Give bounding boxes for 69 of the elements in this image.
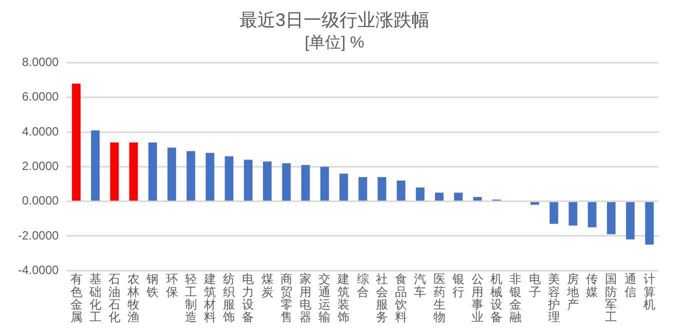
x-tick-label: 国防军工 (605, 272, 618, 324)
bar (378, 177, 386, 201)
bar (320, 166, 329, 201)
chart-subtitle: [单位] % (304, 34, 364, 52)
x-tick-label: 基础化工 (88, 272, 102, 324)
bar (167, 148, 176, 201)
x-tick-label: 轻工制造 (184, 272, 197, 324)
x-tick-label: 纺织服饰 (222, 272, 236, 324)
x-tick-label: 商贸零售 (280, 272, 292, 324)
x-tick-label: 交通运输 (318, 272, 331, 324)
x-tick-label: 综合 (356, 272, 369, 299)
x-tick-label: 公用事业 (471, 272, 484, 324)
x-tick-label: 食品饮料 (394, 272, 408, 324)
bar (473, 197, 482, 201)
y-tick-label: 8.0000 (22, 55, 60, 70)
bar (416, 187, 424, 201)
bar (339, 174, 348, 201)
bar (530, 202, 540, 205)
y-tick-label: 0.0000 (22, 194, 60, 208)
x-tick-label: 汽车 (414, 272, 426, 299)
bar (206, 152, 214, 201)
x-tick-label: 建筑材料 (203, 272, 216, 324)
x-tick-label: 房地产 (566, 272, 580, 312)
x-tick-label: 银行 (451, 272, 464, 299)
x-tick-label: 钢铁 (146, 272, 159, 299)
x-tick-label: 农林牧渔 (126, 272, 140, 324)
bar (186, 151, 196, 201)
bar (263, 162, 272, 201)
bar (72, 84, 81, 201)
bar (91, 130, 100, 201)
bar (588, 202, 596, 228)
bar (301, 164, 310, 201)
y-tick-label: 4.0000 (22, 124, 60, 138)
x-tick-label: 电子 (528, 272, 541, 299)
y-tick-label: -4.0000 (18, 262, 60, 277)
x-tick-label: 传媒 (586, 272, 598, 299)
y-tick-label: -2.0000 (18, 228, 60, 242)
bar (148, 142, 157, 201)
bar (282, 163, 291, 201)
bar (358, 177, 368, 201)
bar (110, 142, 119, 201)
bar (129, 142, 138, 201)
x-tick-label: 计算机 (643, 272, 656, 312)
x-tick-label: 社会服务 (376, 272, 388, 324)
x-tick-label: 通信 (624, 272, 636, 299)
x-tick-label: 美容护理 (546, 272, 560, 324)
x-tick-label: 医药生物 (433, 272, 446, 324)
bar (454, 192, 463, 201)
x-tick-label: 机械设备 (490, 272, 503, 324)
chart-title: 最近3日一级行业涨跌幅 (239, 10, 430, 30)
bar (224, 156, 234, 201)
bar (434, 192, 444, 201)
bar (550, 202, 558, 224)
bar (626, 202, 635, 240)
x-tick-label: 非银金融 (508, 272, 522, 324)
x-tick-label: 家用电器 (300, 272, 312, 324)
bar (645, 202, 654, 245)
x-tick-label: 建筑装饰 (336, 272, 350, 324)
x-tick-label: 有色金属 (70, 272, 82, 324)
bar (568, 202, 578, 226)
x-tick-label: 煤炭 (261, 272, 274, 299)
bar (244, 160, 253, 201)
y-tick-label: 2.0000 (22, 159, 60, 174)
bar (396, 180, 406, 201)
y-tick-label: 6.0000 (22, 90, 60, 104)
x-tick-label: 环保 (166, 272, 178, 299)
bar (606, 202, 616, 234)
x-tick-label: 电力设备 (242, 272, 254, 324)
x-tick-label: 石油石化 (108, 272, 120, 324)
